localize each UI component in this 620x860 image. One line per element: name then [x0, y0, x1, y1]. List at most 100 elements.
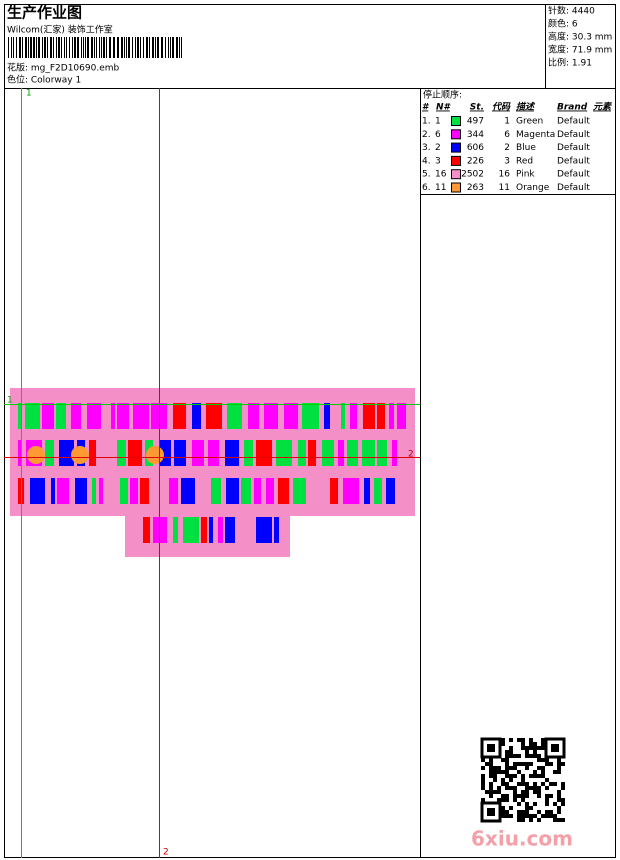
qr-module	[517, 818, 521, 822]
bar	[181, 37, 182, 58]
bar	[30, 37, 32, 58]
embroidery-preview	[10, 388, 415, 557]
qr-module	[521, 790, 525, 794]
table-cell: 6.	[422, 183, 431, 193]
qr-module	[501, 782, 505, 786]
bar	[96, 37, 97, 58]
table-cell: 1.	[422, 117, 431, 127]
stitch-block	[386, 478, 395, 504]
qr-module	[509, 738, 513, 742]
qr-module	[545, 778, 549, 782]
bar	[140, 37, 141, 58]
bar	[8, 37, 9, 58]
qr-module	[513, 774, 517, 778]
bar	[81, 37, 82, 58]
qr-module	[561, 786, 565, 790]
qr-finder	[480, 801, 502, 823]
studio: Wilcom(汇家) 装饰工作室	[7, 24, 113, 36]
qr-module	[497, 790, 501, 794]
qr-module	[501, 814, 505, 818]
qr-module	[529, 762, 533, 766]
qr-module	[501, 810, 505, 814]
stitch-block	[140, 478, 149, 504]
qr-module	[489, 762, 493, 766]
qr-module	[533, 782, 537, 786]
qr-module	[533, 802, 537, 806]
stitch-block	[169, 478, 178, 504]
bar	[101, 37, 102, 58]
qr-module	[489, 794, 493, 798]
qr-module	[541, 814, 545, 818]
bar	[121, 37, 123, 58]
qr-module	[501, 770, 505, 774]
qr-module	[537, 746, 541, 750]
qr-module	[481, 782, 485, 786]
table-cell: 344	[467, 130, 484, 140]
qr-module	[509, 774, 513, 778]
stitch-block	[133, 403, 149, 429]
qr-module	[545, 814, 549, 818]
qr-module	[557, 758, 561, 762]
qr-module	[493, 766, 497, 770]
qr-module	[489, 790, 493, 794]
table-cell: Default	[557, 156, 590, 166]
stitch-block	[18, 403, 22, 429]
stitch-block	[256, 440, 272, 466]
stitch-block	[75, 478, 87, 504]
qr-module	[501, 778, 505, 782]
qr-module	[521, 782, 525, 786]
qr-module	[533, 754, 537, 758]
stitch-block	[377, 440, 387, 466]
motif	[71, 446, 89, 464]
bar	[172, 37, 174, 58]
info-item: 针数: 4440	[548, 5, 595, 17]
qr-module	[489, 786, 493, 790]
stitch-block	[284, 403, 298, 429]
info-item: 高度: 30.3 mm	[548, 31, 612, 43]
qr-module	[529, 806, 533, 810]
stitch-block	[181, 478, 195, 504]
column-header: #	[422, 103, 430, 113]
column-header: Brand	[557, 103, 588, 113]
qr-module	[493, 774, 497, 778]
bar	[44, 37, 46, 58]
table-cell: Default	[557, 117, 590, 127]
table-cell: 497	[467, 117, 484, 127]
table-cell: Default	[557, 143, 590, 153]
bar	[124, 37, 125, 58]
table-cell: 1	[504, 117, 510, 127]
qr-module	[521, 798, 525, 802]
qr-module	[561, 762, 565, 766]
qr-module	[525, 766, 529, 770]
qr-module	[505, 814, 509, 818]
info-item: 宽度: 71.9 mm	[548, 44, 612, 56]
qr-finder	[487, 744, 495, 752]
table-cell: 3.	[422, 143, 431, 153]
guide-label: 1	[26, 89, 32, 99]
stitch-block	[389, 403, 394, 429]
stitch-block	[377, 403, 385, 429]
qr-module	[505, 794, 509, 798]
bar	[19, 37, 21, 58]
qr-module	[557, 806, 561, 810]
qr-module	[529, 786, 533, 790]
qr-module	[481, 766, 485, 770]
qr-module	[521, 762, 525, 766]
qr-module	[525, 790, 529, 794]
stitch-block	[274, 517, 279, 543]
qr-module	[497, 786, 501, 790]
bar	[11, 37, 12, 58]
qr-module	[529, 754, 533, 758]
qr-module	[513, 766, 517, 770]
qr-module	[509, 786, 513, 790]
qr-module	[549, 762, 553, 766]
qr-module	[505, 810, 509, 814]
qr-module	[485, 762, 489, 766]
stitch-block	[362, 440, 375, 466]
qr-module	[545, 762, 549, 766]
qr-module	[517, 782, 521, 786]
watermark: 6xiu.com	[471, 827, 573, 851]
stitch-block	[254, 478, 261, 504]
qr-module	[501, 794, 505, 798]
table-cell: 1	[435, 117, 441, 127]
